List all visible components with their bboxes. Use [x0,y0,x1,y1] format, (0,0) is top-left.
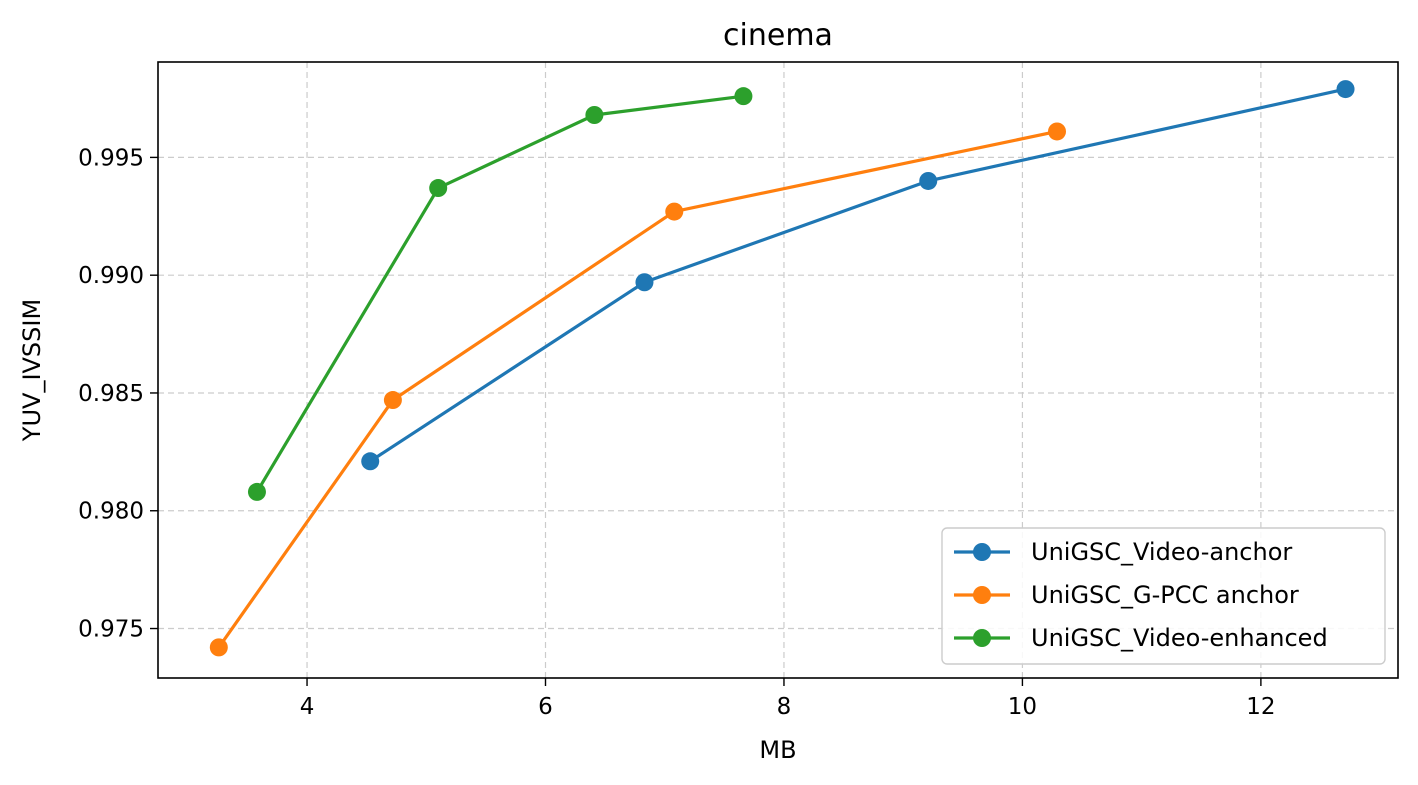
data-point [1336,80,1355,99]
series-line [369,87,1346,463]
y-tick-label: 0.975 [78,617,144,643]
y-tick-label: 0.990 [78,263,144,289]
data-point [585,106,604,125]
plot-frame [157,61,1399,679]
x-axis-ticks: 4 6 8 10 12 [300,678,1276,720]
data-point [635,273,654,292]
series-line [217,129,1058,649]
data-point [734,87,753,106]
y-axis-ticks: 0.975 0.980 0.985 0.990 0.995 [78,145,158,643]
legend-label: UniGSC_Video-enhanced [1031,624,1328,652]
x-tick-label: 12 [1246,694,1275,720]
legend-label: UniGSC_G-PCC anchor [1031,581,1299,609]
x-tick-label: 8 [777,694,792,720]
y-tick-label: 0.995 [78,145,144,171]
data-point [919,171,938,190]
series-line [255,94,744,493]
legend: UniGSC_Video-anchor UniGSC_G-PCC anchor Un… [941,527,1386,665]
series-layer [209,80,1355,657]
y-tick-label: 0.985 [78,381,144,407]
x-axis-label: MB [759,736,796,764]
x-tick-label: 4 [300,694,315,720]
data-point [1048,122,1066,141]
legend-marker [973,629,991,647]
chart-title: cinema [723,18,833,53]
legend-marker [973,586,991,604]
y-tick-label: 0.980 [78,499,144,525]
data-point [247,482,266,501]
data-point [429,179,448,198]
x-tick-label: 10 [1008,694,1037,720]
data-point [209,638,228,657]
x-tick-label: 6 [538,694,553,720]
data-point [383,391,402,410]
legend-marker [973,543,991,561]
data-point [361,452,380,471]
data-point [665,202,684,221]
legend-box [941,527,1386,665]
legend-label: UniGSC_Video-anchor [1031,538,1292,566]
y-axis-label: YUV_IVSSIM [18,299,46,442]
